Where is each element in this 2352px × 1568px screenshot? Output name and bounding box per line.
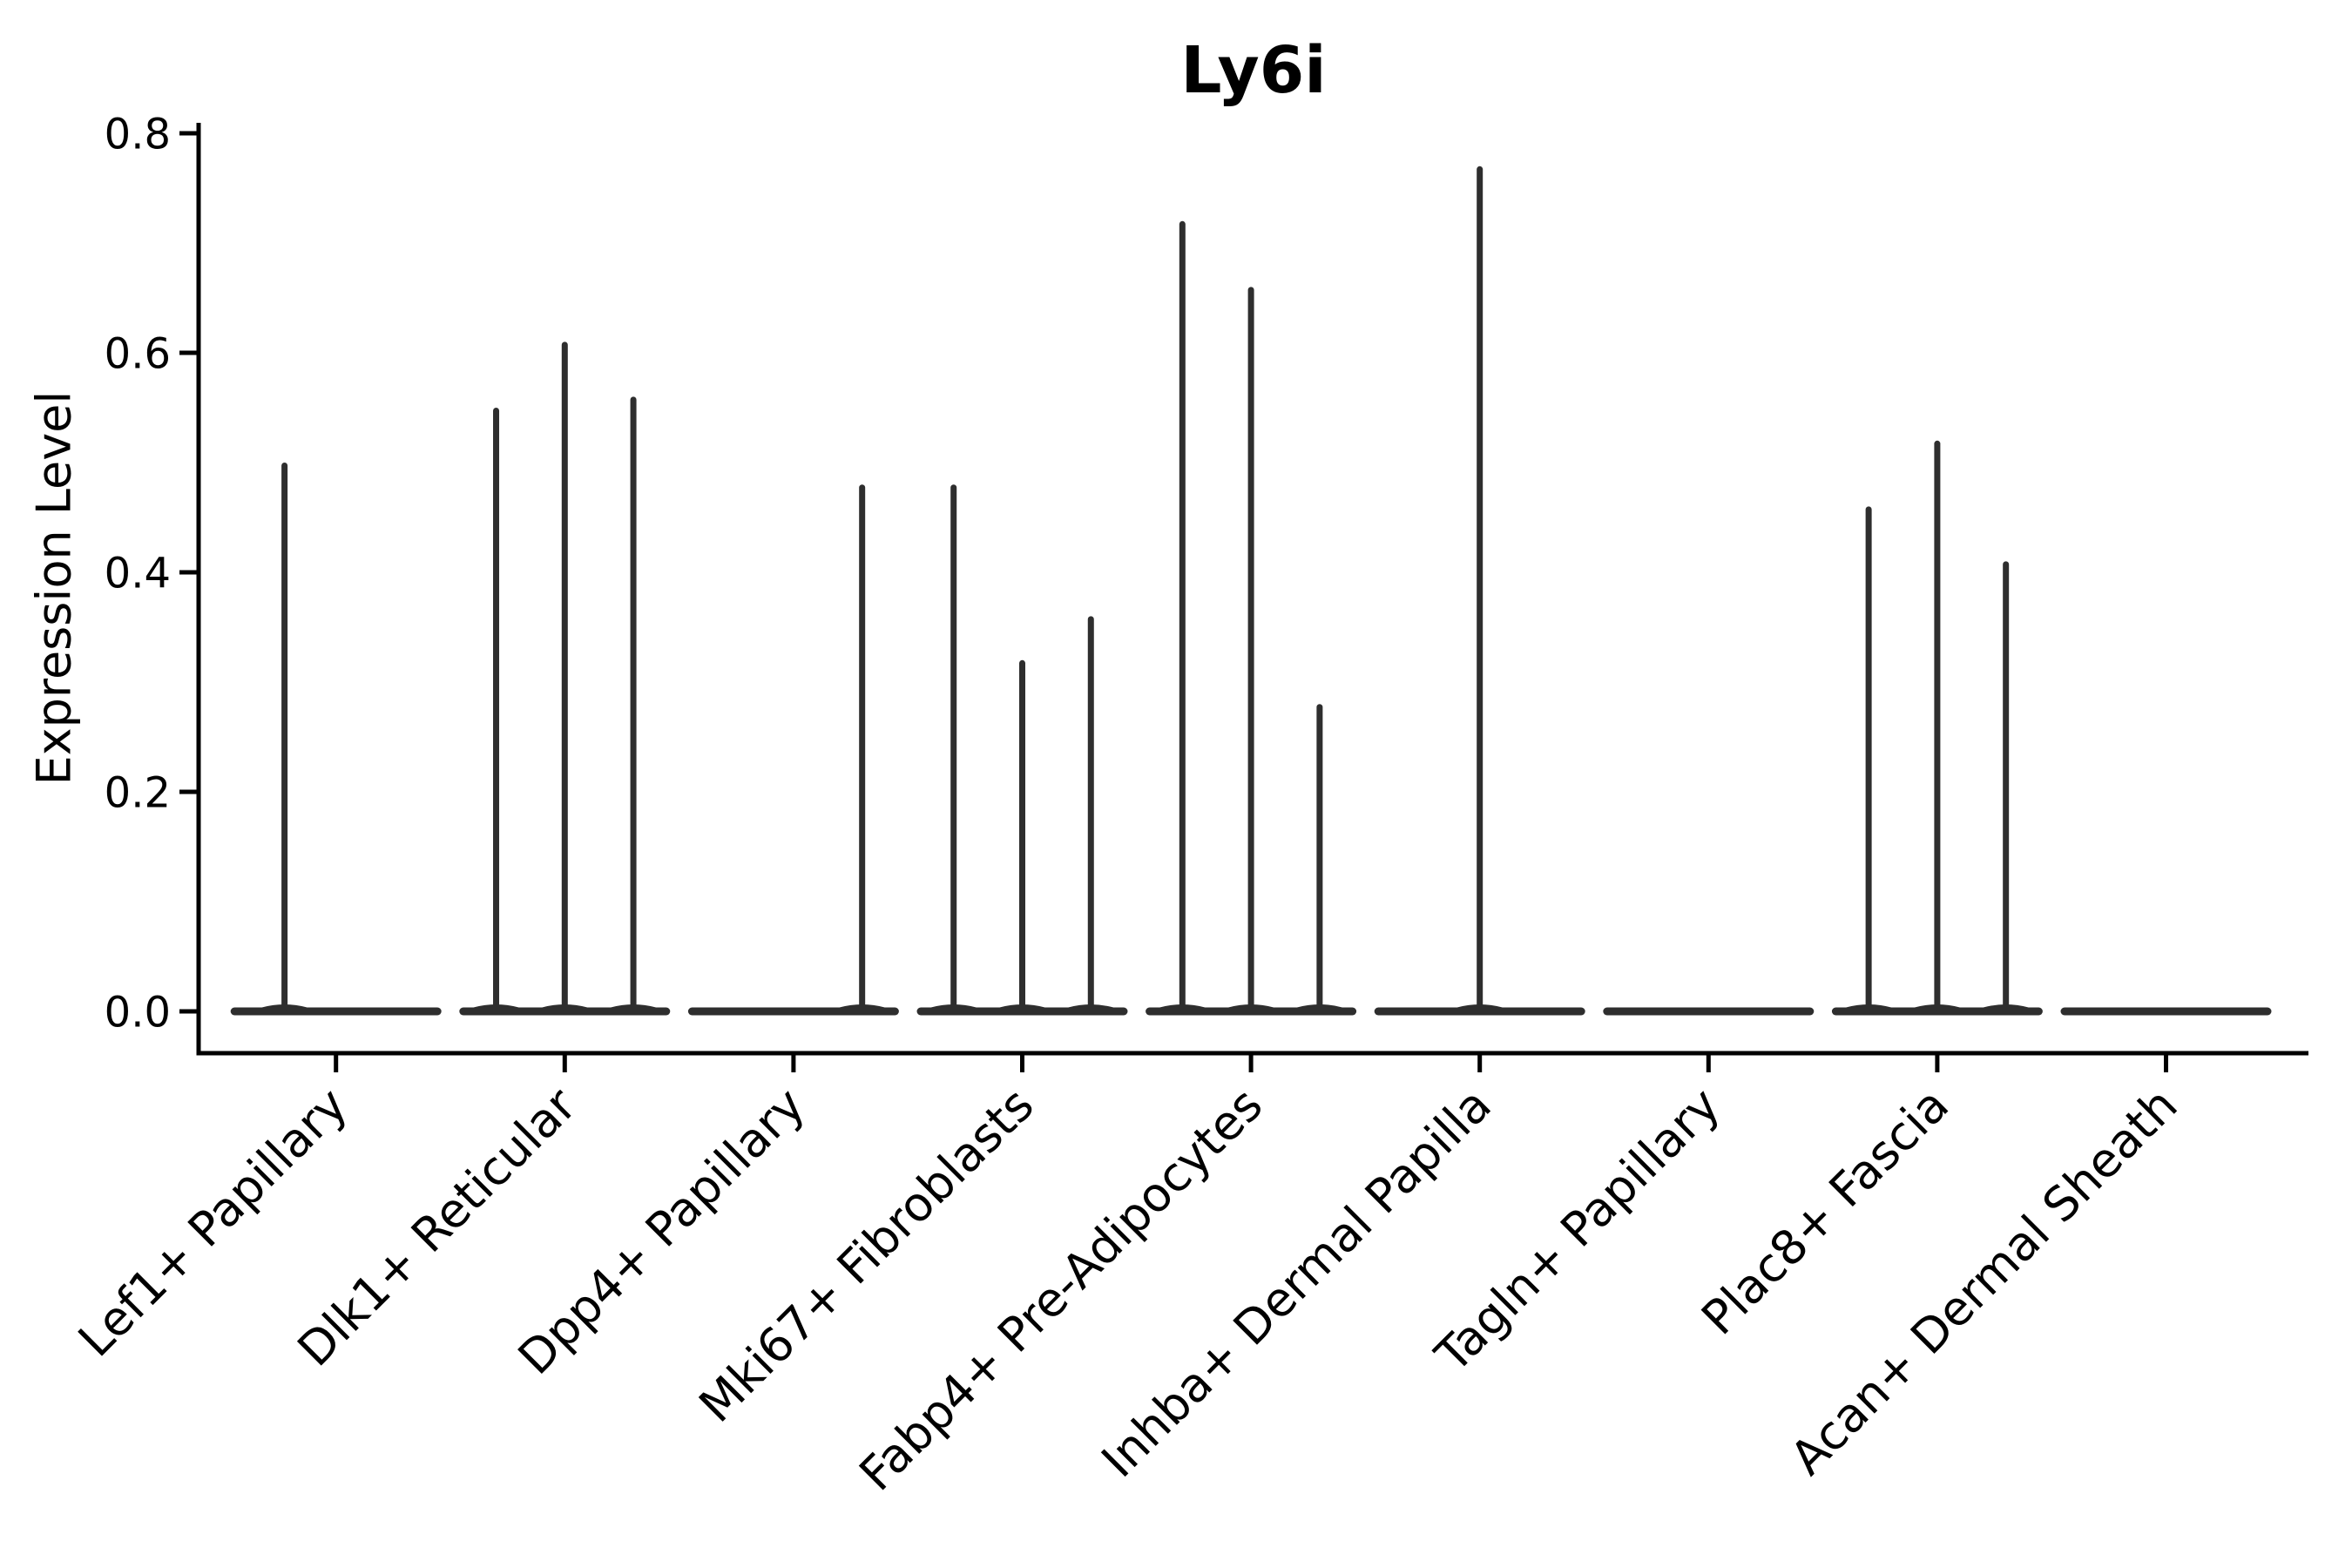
expression-spike [561, 341, 568, 1011]
violin-taper [611, 1004, 657, 1008]
expression-spike [1316, 704, 1323, 1011]
expression-spike [1477, 166, 1484, 1012]
violin-base [687, 1007, 899, 1016]
violin-taper [999, 1004, 1045, 1008]
violin-taper [1456, 1004, 1503, 1008]
violin-base [1603, 1007, 1815, 1016]
violin-taper [542, 1004, 588, 1008]
expression-spike [1019, 659, 1025, 1011]
expression-spike [493, 408, 500, 1011]
y-tick-label: 0.0 [105, 988, 171, 1037]
y-tick-label: 0.8 [105, 110, 171, 159]
violin-taper [473, 1004, 519, 1008]
x-tick-label: Plac8+ Fascia [1691, 1078, 1959, 1346]
violin-taper [1914, 1004, 1960, 1008]
violin-taper [1846, 1004, 1892, 1008]
x-tick-label: Fabp4+ Pre-Adipocytes [848, 1078, 1273, 1502]
violin-taper [1068, 1004, 1114, 1008]
expression-spike [1179, 220, 1186, 1012]
violin-taper [930, 1004, 977, 1008]
expression-spike [281, 463, 288, 1011]
violin-taper [1983, 1004, 2029, 1008]
violin-taper [1159, 1004, 1206, 1008]
violin-taper [839, 1004, 885, 1008]
violin-base [2060, 1007, 2272, 1016]
expression-spike [1934, 440, 1941, 1011]
y-tick-label: 0.6 [105, 329, 171, 378]
violin-base [230, 1007, 442, 1016]
y-axis-label: Expression Level [26, 390, 82, 786]
y-tick-label: 0.4 [105, 549, 171, 598]
expression-spike [859, 484, 866, 1011]
violin-taper [1296, 1004, 1342, 1008]
chart-title: Ly6i [1180, 33, 1327, 108]
violin-taper [1228, 1004, 1274, 1008]
expression-spike [1087, 616, 1094, 1011]
x-tick-label: Inhba+ Dermal Papilla [1091, 1078, 1501, 1488]
expression-spike [1865, 506, 1872, 1011]
expression-spike [630, 396, 637, 1011]
violin-taper [261, 1004, 308, 1008]
expression-spike [2003, 561, 2010, 1011]
x-tick-label: Acan+ Dermal Sheath [1780, 1078, 2187, 1485]
expression-spike [950, 484, 957, 1011]
expression-spike [1247, 287, 1254, 1011]
y-tick-label: 0.2 [105, 768, 171, 817]
